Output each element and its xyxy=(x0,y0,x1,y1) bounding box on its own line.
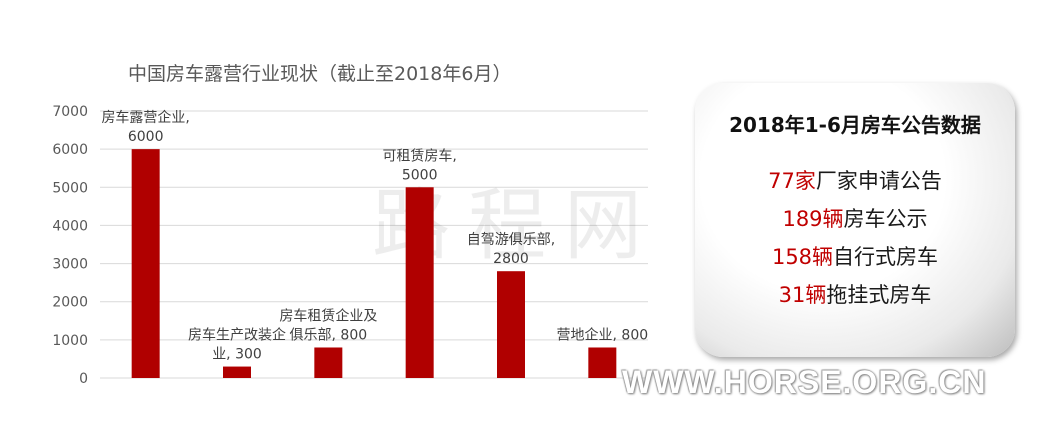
y-tick-label: 4000 xyxy=(52,218,88,234)
stat-item: 77家厂家申请公告 xyxy=(695,162,1015,200)
y-tick-label: 2000 xyxy=(52,295,88,311)
chart-title: 中国房车露营行业现状（截止至2018年6月） xyxy=(128,63,511,85)
stat-number: 77家 xyxy=(768,169,816,193)
y-axis-ticks: 0 1000 2000 3000 4000 5000 6000 7000 xyxy=(52,104,88,387)
stat-description: 拖挂式房车 xyxy=(826,283,932,307)
site-watermark: WWW.HORSE.ORG.CN xyxy=(622,364,987,400)
bar xyxy=(497,271,525,378)
y-tick-label: 1000 xyxy=(52,333,88,349)
y-tick-label: 6000 xyxy=(52,142,88,158)
data-label: 营地企业, 800 xyxy=(557,326,649,343)
data-label: 自驾游俱乐部, xyxy=(467,232,555,248)
stat-description: 厂家申请公告 xyxy=(815,169,942,193)
y-tick-label: 7000 xyxy=(52,104,88,120)
stat-list: 77家厂家申请公告 189辆房车公示 158辆自行式房车 31辆拖挂式房车 xyxy=(695,162,1015,314)
bar xyxy=(131,149,160,378)
stat-number: 189辆 xyxy=(782,207,844,231)
stat-description: 房车公示 xyxy=(843,207,928,231)
data-label: 可租赁房车, xyxy=(382,147,456,164)
data-label: 5000 xyxy=(402,167,438,183)
stat-description: 自行式房车 xyxy=(833,245,939,269)
bar xyxy=(588,347,617,378)
stat-item: 158辆自行式房车 xyxy=(695,238,1015,276)
data-label: 俱乐部, 800 xyxy=(290,327,368,343)
bar-series xyxy=(131,149,617,378)
stat-item: 31辆拖挂式房车 xyxy=(695,276,1015,314)
bar xyxy=(223,366,251,378)
y-tick-label: 3000 xyxy=(52,257,88,273)
chart-grid xyxy=(100,110,648,379)
data-label: 房车租赁企业及 xyxy=(279,307,377,324)
data-label: 2800 xyxy=(493,251,529,267)
panel-title: 2018年1-6月房车公告数据 xyxy=(729,113,981,137)
bar-chart: 中国房车露营行业现状（截止至2018年6月） 0 1000 2000 3000 4000… xyxy=(52,63,648,387)
stat-item: 189辆房车公示 xyxy=(695,200,1015,238)
bar xyxy=(405,187,434,378)
stat-number: 31辆 xyxy=(778,283,827,307)
announcement-panel: 2018年1-6月房车公告数据 77家厂家申请公告 189辆房车公示 158辆自… xyxy=(695,83,1015,357)
data-label: 业, 300 xyxy=(212,347,262,363)
y-tick-label: 0 xyxy=(79,371,88,387)
data-label: 房车生产改装企 xyxy=(188,327,286,344)
y-tick-label: 5000 xyxy=(52,180,88,196)
stat-number: 158辆 xyxy=(771,245,834,269)
data-label: 房车露营企业, xyxy=(101,109,189,126)
data-label: 6000 xyxy=(128,129,164,145)
bar xyxy=(314,347,343,378)
